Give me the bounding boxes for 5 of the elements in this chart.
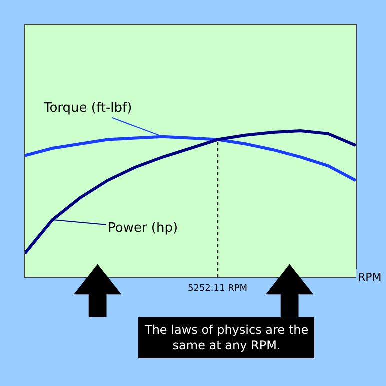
text: The laws of physics are the same at any RPM.: [144, 323, 309, 353]
x-axis-title: RPM: [358, 271, 382, 284]
text: 5252.11 RPM: [188, 284, 248, 294]
legend-label: Power (hp): [108, 221, 178, 236]
series-label: Torque (ft-lbf): [43, 101, 132, 116]
